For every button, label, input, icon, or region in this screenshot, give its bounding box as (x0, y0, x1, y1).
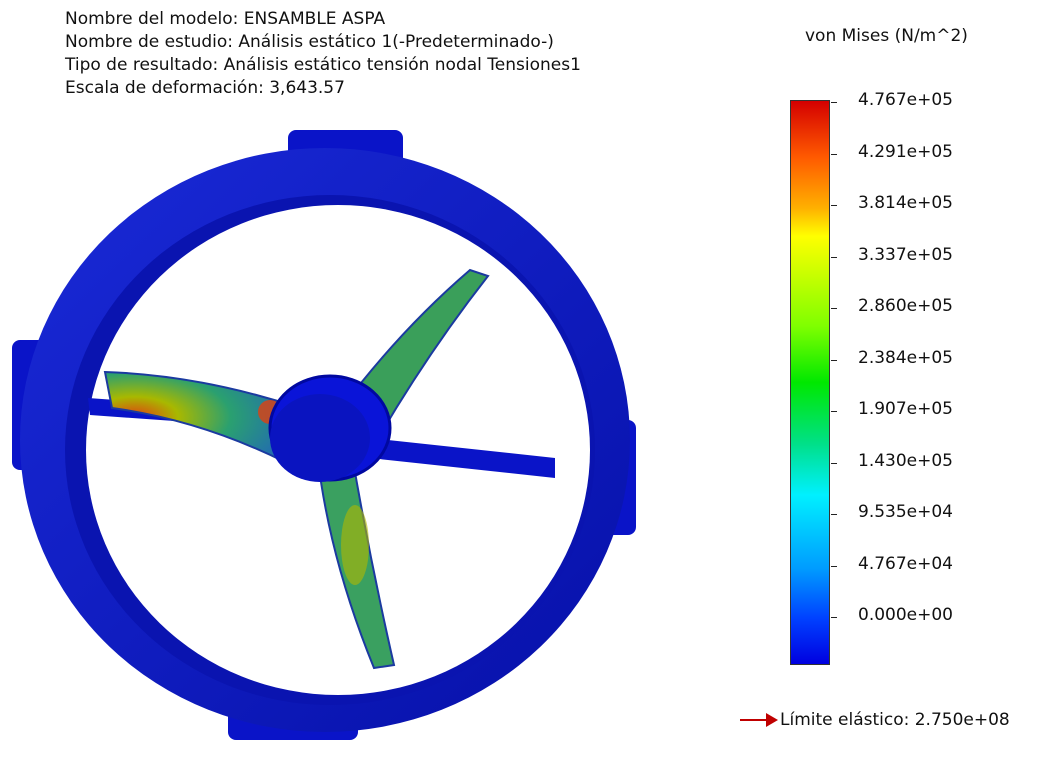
colorbar-tick-mark (831, 205, 837, 206)
colorbar-tick-label: 9.535e+04 (858, 502, 954, 522)
colorbar-tick-mark (831, 308, 837, 309)
colorbar-tick-label: 1.907e+05 (858, 399, 954, 419)
colorbar-tick-label: 3.814e+05 (858, 193, 954, 213)
yield-limit: Límite elástico: 2.750e+08 (740, 710, 1010, 730)
colorbar-tick-mark (831, 411, 837, 412)
study-info: Nombre del modelo: ENSAMBLE ASPA Nombre … (65, 8, 581, 100)
colorbar-tick-label: 0.000e+00 (858, 605, 954, 625)
colorbar-tick-label: 2.384e+05 (858, 347, 954, 368)
model-viewport[interactable] (0, 120, 760, 760)
colorbar-tick-label: 4.767e+04 (858, 553, 954, 574)
yield-arrow-line-icon (740, 719, 766, 721)
fan-assembly-model[interactable] (0, 120, 760, 760)
yield-arrow-icon (766, 713, 778, 727)
model-name-text: Nombre del modelo: ENSAMBLE ASPA (65, 9, 386, 29)
result-type-text: Tipo de resultado: Análisis estático ten… (65, 55, 581, 75)
colorbar-tick-mark (831, 617, 837, 618)
deformation-scale-text: Escala de deformación: 3,643.57 (65, 78, 345, 98)
legend-title: von Mises (N/m^2) (805, 26, 968, 46)
colorbar-tick-label: 4.767e+05 (858, 90, 954, 110)
colorbar-tick-mark (831, 514, 837, 515)
colorbar-tick-label: 1.430e+05 (858, 450, 954, 471)
colorbar-tick-mark (831, 102, 837, 103)
colorbar-tick-mark (831, 565, 837, 567)
colorbar-tick-mark (831, 256, 837, 258)
yield-limit-label: Límite elástico: 2.750e+08 (780, 710, 1010, 730)
colorbar-tick-label: 4.291e+05 (858, 141, 954, 162)
colorbar-tick-label: 2.860e+05 (858, 296, 954, 316)
study-name-text: Nombre de estudio: Análisis estático 1(-… (65, 32, 554, 52)
colorbar-tick-mark (831, 462, 837, 464)
colorbar-tick-label: 3.337e+05 (858, 244, 954, 265)
stress-colorbar (790, 100, 830, 665)
right-support-bar (370, 438, 555, 478)
colorbar-tick-mark (831, 359, 837, 361)
colorbar-tick-mark (831, 153, 837, 155)
